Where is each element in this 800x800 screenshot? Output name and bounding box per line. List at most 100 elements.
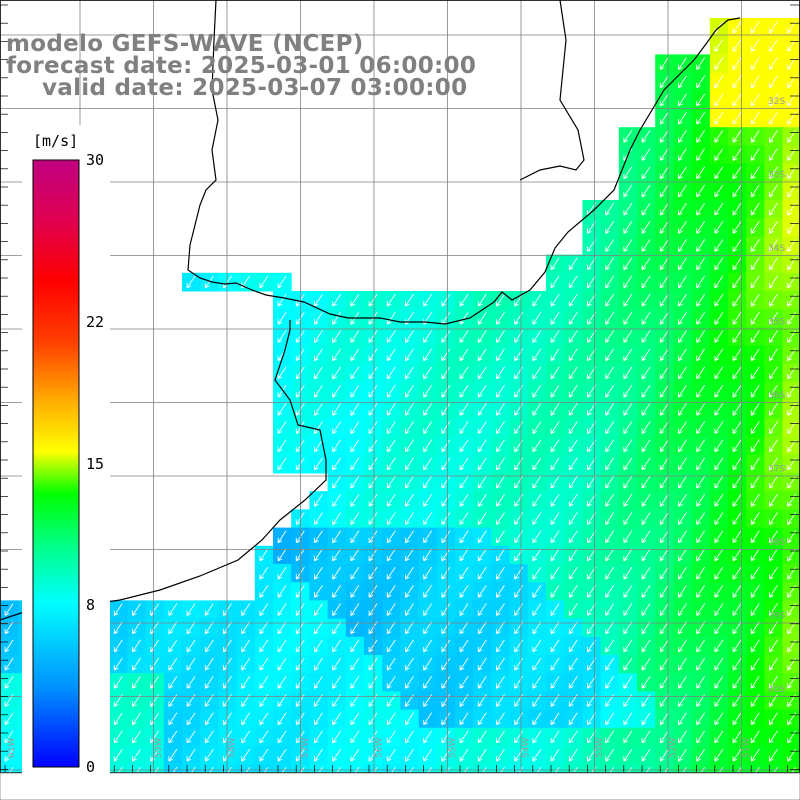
wind-arrow (532, 657, 542, 671)
wind-arrow (113, 676, 123, 689)
wind-arrow (732, 148, 742, 161)
wind-arrow (750, 148, 760, 161)
wind-arrow (732, 330, 742, 343)
wind-arrow (314, 712, 323, 726)
wind-arrow (132, 603, 141, 616)
wind-arrow (696, 75, 706, 89)
wind-arrow (441, 384, 451, 398)
wind-arrow (678, 384, 687, 398)
wind-arrow (769, 712, 778, 726)
wind-arrow (441, 548, 451, 562)
wind-arrow (623, 548, 633, 562)
wind-arrow (332, 366, 342, 380)
wind-arrow (259, 676, 269, 689)
wind-arrow (568, 312, 578, 325)
wind-arrow (277, 566, 287, 580)
wind-arrow (332, 312, 342, 325)
wind-arrow (568, 457, 578, 471)
wind-arrow (696, 530, 706, 544)
wind-arrow (277, 676, 287, 689)
wind-arrow (696, 93, 706, 107)
wind-arrow (423, 421, 433, 434)
wind-arrow (732, 512, 742, 525)
wind-arrow (332, 403, 342, 416)
wind-arrow (459, 712, 469, 726)
wind-arrow (405, 384, 414, 398)
wind-arrow (350, 676, 360, 689)
wind-arrow (659, 384, 669, 398)
wind-arrow (714, 439, 724, 453)
wind-arrow (332, 512, 342, 525)
wind-arrow (168, 712, 178, 726)
wind-arrow (750, 530, 760, 544)
wind-arrow (714, 475, 724, 489)
wind-arrow (678, 348, 687, 362)
wind-arrow (732, 312, 742, 325)
wind-arrow (641, 130, 651, 143)
wind-arrow (441, 494, 451, 507)
wind-arrow (659, 712, 669, 726)
wind-arrow (696, 130, 706, 143)
wind-arrow (459, 439, 469, 453)
wind-arrow (477, 548, 487, 562)
wind-arrow (696, 439, 706, 453)
wind-arrow (386, 566, 396, 580)
wind-arrow (496, 457, 505, 471)
wind-arrow (441, 585, 451, 598)
wind-arrow (386, 585, 396, 598)
wind-arrow (496, 621, 505, 635)
wind-arrow (659, 366, 669, 380)
wind-arrow (477, 457, 487, 471)
wind-arrow (568, 530, 578, 544)
wind-arrow (568, 548, 578, 562)
wind-arrow (605, 439, 615, 453)
wind-arrow (186, 275, 196, 289)
wind-arrow (405, 439, 414, 453)
wind-arrow (459, 475, 469, 489)
wind-arrow (277, 457, 287, 471)
wind-arrow (441, 566, 451, 580)
wind-arrow (386, 293, 396, 307)
wind-arrow (714, 585, 724, 598)
wind-arrow (532, 475, 542, 489)
wind-arrow (368, 421, 378, 434)
wind-arrow (714, 239, 724, 252)
wind-arrow (405, 657, 414, 671)
wind-arrow (641, 348, 651, 362)
wind-arrow (350, 712, 360, 726)
wind-arrow (623, 603, 633, 616)
wind-arrow (459, 403, 469, 416)
wind-arrow (659, 512, 669, 525)
wind-arrow (623, 184, 633, 198)
wind-arrow (641, 621, 651, 635)
wind-arrow (332, 657, 342, 671)
wind-arrow (750, 293, 760, 307)
wind-arrow (732, 403, 742, 416)
wind-arrow (496, 348, 505, 362)
wind-arrow (423, 639, 433, 653)
wind-arrow (750, 585, 760, 598)
wind-arrow (714, 657, 724, 671)
colorbar-tick-label: 0 (86, 758, 96, 776)
wind-arrow (678, 330, 687, 343)
wind-arrow (441, 330, 451, 343)
wind-arrow (204, 676, 214, 689)
wind-arrow (423, 548, 433, 562)
wind-arrow (314, 439, 323, 453)
wind-arrow (277, 639, 287, 653)
wind-arrow (696, 548, 706, 562)
wind-arrow (477, 348, 487, 362)
wind-arrow (641, 184, 651, 198)
wind-arrow (314, 548, 323, 562)
wind-arrow (678, 530, 687, 544)
wind-arrow (605, 676, 615, 689)
wind-arrow (496, 439, 505, 453)
wind-arrow (696, 330, 706, 343)
wind-arrow (332, 530, 342, 544)
wind-arrow (769, 111, 778, 125)
wind-arrow (350, 293, 360, 307)
wind-arrow (532, 348, 542, 362)
wind-arrow (550, 257, 560, 271)
wind-arrow (714, 130, 724, 143)
wind-arrow (678, 184, 687, 198)
